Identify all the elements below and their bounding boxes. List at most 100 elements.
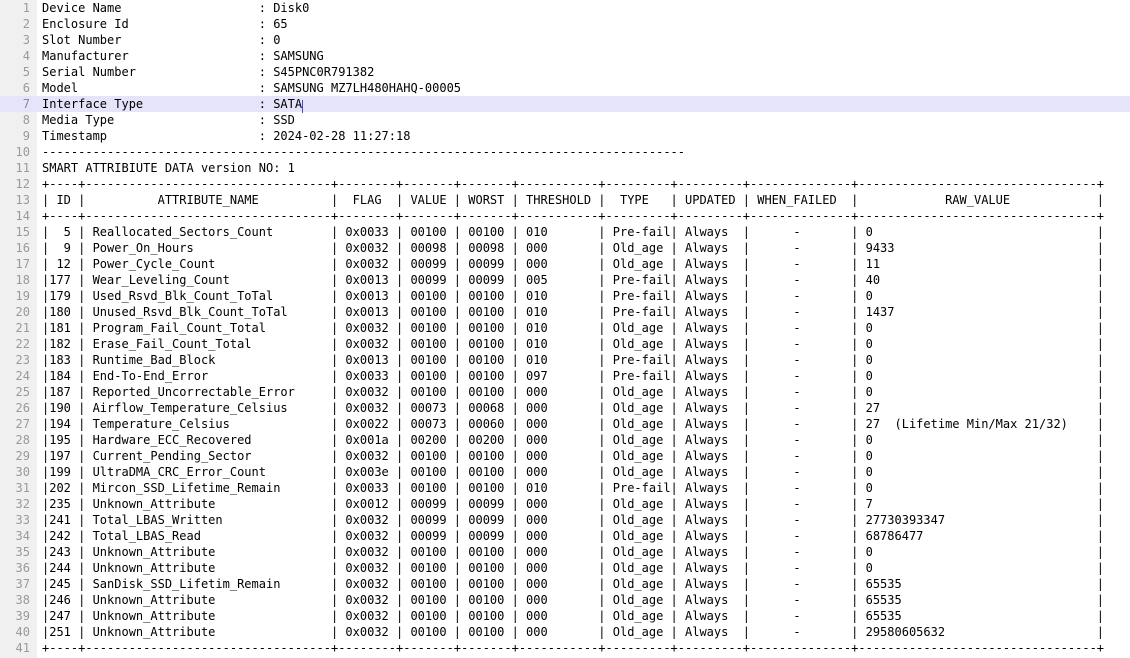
table-separator[interactable]: 14 +----+--------------------------------… [0,208,1130,224]
table-row[interactable]: 17 | 12 | Power_Cycle_Count | 0x0032 | 00… [0,256,1130,272]
line-text: |251 | Unknown_Attribute | 0x0032 | 0010… [42,625,1105,639]
line-text: |235 | Unknown_Attribute | 0x0012 | 0009… [42,497,1105,511]
table-header-row[interactable]: 13 | ID | ATTRIBUTE_NAME | FLAG | VALUE |… [0,192,1130,208]
line-text: Enclosure Id : 65 [42,17,288,31]
text-cursor [302,100,304,113]
line-number: 31 [15,481,30,495]
line-number: 14 [15,209,30,223]
table-row[interactable]: 38 |246 | Unknown_Attribute | 0x0032 | 00… [0,592,1130,608]
line-number: 39 [15,609,30,623]
table-row[interactable]: 34 |242 | Total_LBAS_Read | 0x0032 | 0009… [0,528,1130,544]
line-text: |245 | SanDisk_SSD_Lifetim_Remain | 0x00… [42,577,1105,591]
line-text: |241 | Total_LBAS_Written | 0x0032 | 000… [42,513,1105,527]
divider-line[interactable]: 10 --------------------------------------… [0,144,1130,160]
device-info-row[interactable]: 5 Serial Number : S45PNC0R791382 [0,64,1130,80]
table-row[interactable]: 29 |197 | Current_Pending_Sector | 0x0032… [0,448,1130,464]
line-number: 29 [15,449,30,463]
table-row[interactable]: 20 |180 | Unused_Rsvd_Blk_Count_ToTal | 0… [0,304,1130,320]
line-text: Device Name : Disk0 [42,1,310,15]
line-number: 7 [22,97,30,111]
device-info-row[interactable]: 4 Manufacturer : SAMSUNG [0,48,1130,64]
line-text: Manufacturer : SAMSUNG [42,49,324,63]
line-number: 1 [22,1,30,15]
table-separator[interactable]: 41 +----+--------------------------------… [0,640,1130,656]
device-info-row[interactable]: 3 Slot Number : 0 [0,32,1130,48]
table-row[interactable]: 40 |251 | Unknown_Attribute | 0x0032 | 00… [0,624,1130,640]
device-info-row[interactable]: 6 Model : SAMSUNG MZ7LH480HAHQ-00005 [0,80,1130,96]
line-number: 34 [15,529,30,543]
line-text: |244 | Unknown_Attribute | 0x0032 | 0010… [42,561,1105,575]
table-separator[interactable]: 12 +----+--------------------------------… [0,176,1130,192]
line-text: | 5 | Reallocated_Sectors_Count | 0x0033… [42,225,1105,239]
line-text: |195 | Hardware_ECC_Recovered | 0x001a |… [42,433,1105,447]
table-row[interactable]: 32 |235 | Unknown_Attribute | 0x0012 | 00… [0,496,1130,512]
device-info-row[interactable]: 2 Enclosure Id : 65 [0,16,1130,32]
line-number: 35 [15,545,30,559]
table-row[interactable]: 35 |243 | Unknown_Attribute | 0x0032 | 00… [0,544,1130,560]
table-row[interactable]: 25 |187 | Reported_Uncorrectable_Error | … [0,384,1130,400]
table-row[interactable]: 15 | 5 | Reallocated_Sectors_Count | 0x00… [0,224,1130,240]
line-text: |190 | Airflow_Temperature_Celsius | 0x0… [42,401,1105,415]
table-row[interactable]: 37 |245 | SanDisk_SSD_Lifetim_Remain | 0x… [0,576,1130,592]
line-number: 20 [15,305,30,319]
table-row[interactable]: 31 |202 | Mircon_SSD_Lifetime_Remain | 0x… [0,480,1130,496]
line-number: 4 [22,49,30,63]
line-text: |199 | UltraDMA_CRC_Error_Count | 0x003e… [42,465,1105,479]
line-text: |242 | Total_LBAS_Read | 0x0032 | 00099 … [42,529,1105,543]
line-number: 13 [15,193,30,207]
line-text: |243 | Unknown_Attribute | 0x0032 | 0010… [42,545,1105,559]
table-row[interactable]: 27 |194 | Temperature_Celsius | 0x0022 | … [0,416,1130,432]
line-text: Slot Number : 0 [42,33,281,47]
device-info-row[interactable]: 8 Media Type : SSD [0,112,1130,128]
line-number: 37 [15,577,30,591]
line-number: 33 [15,513,30,527]
table-row[interactable]: 23 |183 | Runtime_Bad_Block | 0x0013 | 00… [0,352,1130,368]
device-info-row[interactable]: 1 Device Name : Disk0 [0,0,1130,16]
table-row[interactable]: 26 |190 | Airflow_Temperature_Celsius | 0… [0,400,1130,416]
table-row[interactable]: 28 |195 | Hardware_ECC_Recovered | 0x001a… [0,432,1130,448]
line-text: |194 | Temperature_Celsius | 0x0022 | 00… [42,417,1105,431]
line-number: 11 [15,161,30,175]
line-text: |197 | Current_Pending_Sector | 0x0032 |… [42,449,1105,463]
table-row[interactable]: 22 |182 | Erase_Fail_Count_Total | 0x0032… [0,336,1130,352]
table-row[interactable]: 33 |241 | Total_LBAS_Written | 0x0032 | 0… [0,512,1130,528]
device-info-row[interactable]: 9 Timestamp : 2024-02-28 11:27:18 [0,128,1130,144]
line-number: 17 [15,257,30,271]
line-number: 10 [15,145,30,159]
section-title[interactable]: 11 SMART ATTRIBIUTE DATA version NO: 1 [0,160,1130,176]
line-number: 24 [15,369,30,383]
line-number: 36 [15,561,30,575]
line-number: 16 [15,241,30,255]
line-number: 19 [15,289,30,303]
line-text: |202 | Mircon_SSD_Lifetime_Remain | 0x00… [42,481,1105,495]
line-text: |180 | Unused_Rsvd_Blk_Count_ToTal | 0x0… [42,305,1105,319]
table-row[interactable]: 19 |179 | Used_Rsvd_Blk_Count_ToTal | 0x0… [0,288,1130,304]
table-row[interactable]: 18 |177 | Wear_Leveling_Count | 0x0013 | … [0,272,1130,288]
line-number: 8 [22,113,30,127]
device-info-row[interactable]: 7 Interface Type : SATA [0,96,1130,113]
line-number: 38 [15,593,30,607]
table-row[interactable]: 36 |244 | Unknown_Attribute | 0x0032 | 00… [0,560,1130,576]
line-text: Model : SAMSUNG MZ7LH480HAHQ-00005 [42,81,462,95]
line-number: 28 [15,433,30,447]
line-text: |181 | Program_Fail_Count_Total | 0x0032… [42,321,1105,335]
line-number: 23 [15,353,30,367]
line-number: 22 [15,337,30,351]
table-row[interactable]: 39 |247 | Unknown_Attribute | 0x0032 | 00… [0,608,1130,624]
table-row[interactable]: 24 |184 | End-To-End_Error | 0x0033 | 001… [0,368,1130,384]
line-text: |183 | Runtime_Bad_Block | 0x0013 | 0010… [42,353,1105,367]
line-text: | 12 | Power_Cycle_Count | 0x0032 | 0009… [42,257,1105,271]
table-row[interactable]: 21 |181 | Program_Fail_Count_Total | 0x00… [0,320,1130,336]
line-number: 40 [15,625,30,639]
line-text: | ID | ATTRIBUTE_NAME | FLAG | VALUE | W… [42,193,1105,207]
line-number: 3 [22,33,30,47]
table-row[interactable]: 16 | 9 | Power_On_Hours | 0x0032 | 00098 … [0,240,1130,256]
line-text: |177 | Wear_Leveling_Count | 0x0013 | 00… [42,273,1105,287]
line-text: Serial Number : S45PNC0R791382 [42,65,375,79]
line-text: ----------------------------------------… [42,145,685,159]
line-text: Timestamp : 2024-02-28 11:27:18 [42,129,411,143]
line-text: |247 | Unknown_Attribute | 0x0032 | 0010… [42,609,1105,623]
table-row[interactable]: 30 |199 | UltraDMA_CRC_Error_Count | 0x00… [0,464,1130,480]
